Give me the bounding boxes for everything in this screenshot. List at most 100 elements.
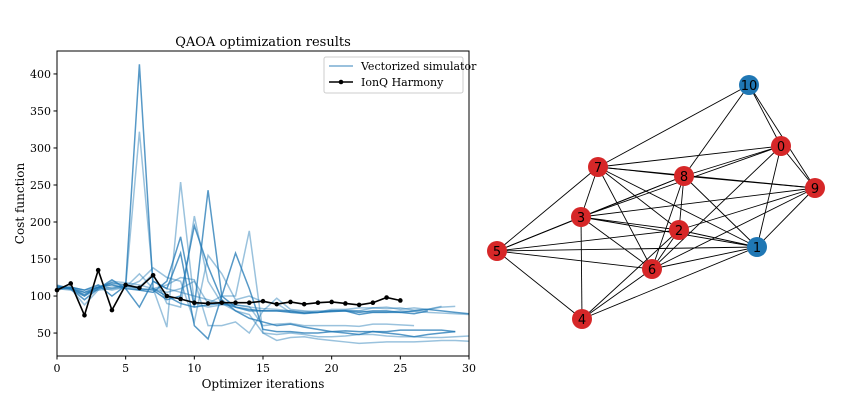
ionq-harmony-point: [398, 298, 403, 303]
x-tick-label: 25: [393, 362, 407, 375]
graph-edge: [651, 246, 758, 270]
x-tick-label: 10: [187, 362, 201, 375]
graph-edge: [748, 84, 816, 189]
ionq-harmony-point: [246, 300, 252, 305]
graph-node-label: 10: [741, 79, 758, 94]
ionq-harmony-point: [329, 299, 334, 305]
legend-ionq-label: IonQ Harmony: [361, 76, 444, 89]
ionq-harmony-point: [123, 282, 128, 288]
graph-node-7: [588, 157, 608, 177]
graph-edge: [748, 84, 782, 147]
ionq-harmony-point: [150, 273, 156, 278]
ionq-harmony-point: [356, 302, 362, 308]
graph-edge: [597, 166, 758, 248]
graph-edge: [651, 175, 685, 270]
ionq-harmony-point: [370, 300, 376, 305]
graph-node-label: 5: [493, 245, 501, 260]
graph-edge: [597, 166, 680, 231]
graph-node-label: 1: [753, 241, 761, 256]
graph-edge: [678, 175, 685, 231]
simulator-run-line: [57, 253, 442, 325]
graph-node-label: 6: [648, 263, 656, 278]
legend-ionq-marker: [338, 79, 344, 85]
ionq-harmony-point: [384, 295, 389, 300]
graph-node-5: [487, 241, 507, 261]
legend-box: [323, 56, 464, 94]
chart-title: QAOA optimization results: [175, 35, 351, 50]
graph-edge: [496, 166, 599, 252]
graph-edge: [756, 187, 816, 248]
graph-edge: [756, 145, 782, 248]
simulator-run-line: [57, 215, 469, 339]
ionq-harmony-point: [82, 312, 87, 318]
graph-edge: [651, 145, 782, 270]
ionq-harmony-point: [219, 300, 225, 305]
graph-edge: [780, 145, 816, 189]
ionq-harmony-point: [95, 267, 101, 273]
y-tick-label: 300: [30, 142, 51, 155]
graph-edge: [597, 166, 685, 177]
graph-edge: [597, 84, 750, 168]
graph-node-label: 7: [594, 161, 602, 176]
ionq-harmony-point: [233, 300, 238, 305]
ionq-harmony-point: [301, 301, 307, 307]
graph-edge: [678, 187, 816, 231]
simulator-run-line: [57, 64, 469, 315]
graph-edge: [580, 187, 816, 218]
graph-edge: [683, 175, 816, 189]
ionq-harmony-point: [274, 301, 280, 307]
graph-edge: [597, 145, 782, 168]
ionq-harmony-point: [205, 301, 211, 306]
graph-edge: [496, 250, 583, 320]
simulator-run-line: [57, 250, 456, 341]
x-axis-label: Optimizer iterations: [202, 377, 325, 391]
simulator-run-line: [57, 190, 428, 316]
graph-edge: [496, 250, 653, 270]
graph-edge: [683, 145, 782, 177]
graph-node-3: [571, 207, 591, 227]
x-tick-label: 30: [462, 362, 476, 375]
graph-edge: [580, 216, 680, 231]
graph-edge: [580, 216, 758, 248]
y-tick-label: 250: [30, 179, 51, 192]
ionq-harmony-point: [260, 298, 266, 304]
ionq-harmony-point: [164, 293, 170, 299]
graph-edge: [496, 229, 680, 252]
x-tick-label: 15: [256, 362, 270, 375]
y-tick-label: 400: [30, 68, 51, 81]
y-tick-label: 50: [37, 327, 51, 340]
graph-edge: [496, 175, 685, 252]
simulator-run-line: [57, 222, 456, 338]
graph-node-label: 4: [578, 313, 586, 328]
graph-edge: [580, 175, 685, 218]
ionq-harmony-point: [288, 299, 293, 305]
x-tick-label: 20: [325, 362, 339, 375]
graph-node-10: [739, 75, 759, 95]
x-tick-label: 0: [54, 362, 61, 375]
graph-node-label: 0: [777, 140, 785, 155]
x-tick-label: 5: [122, 362, 129, 375]
y-axis-label: Cost function: [13, 163, 27, 245]
graph-node-label: 2: [675, 224, 683, 239]
graph-edge: [496, 216, 582, 252]
ionq-harmony-point: [109, 307, 115, 313]
cost-chart: 0 5 10 15 20 25 30 50 100 150 200 250 300 350 400 QAOA …: [13, 35, 477, 391]
graph-edge: [581, 268, 653, 320]
graph-edge: [580, 216, 653, 270]
legend: Vectorized simulator IonQ Harmony: [323, 56, 477, 94]
graph-node-label: 9: [811, 182, 819, 197]
ionq-harmony-point: [343, 301, 348, 306]
graph-node-0: [771, 136, 791, 156]
ionq-harmony-point: [192, 300, 197, 305]
graph-edge: [683, 175, 758, 248]
ionq-harmony-line: [56, 267, 401, 318]
y-tick-label: 200: [30, 216, 51, 229]
ionq-harmony-point: [315, 300, 321, 305]
ionq-harmony-point: [137, 285, 142, 291]
y-tick-label: 100: [30, 290, 51, 303]
graph-edge: [651, 229, 680, 270]
graph-edge: [581, 246, 758, 320]
graph-edge: [678, 229, 758, 248]
ionq-harmony-point: [68, 281, 74, 286]
